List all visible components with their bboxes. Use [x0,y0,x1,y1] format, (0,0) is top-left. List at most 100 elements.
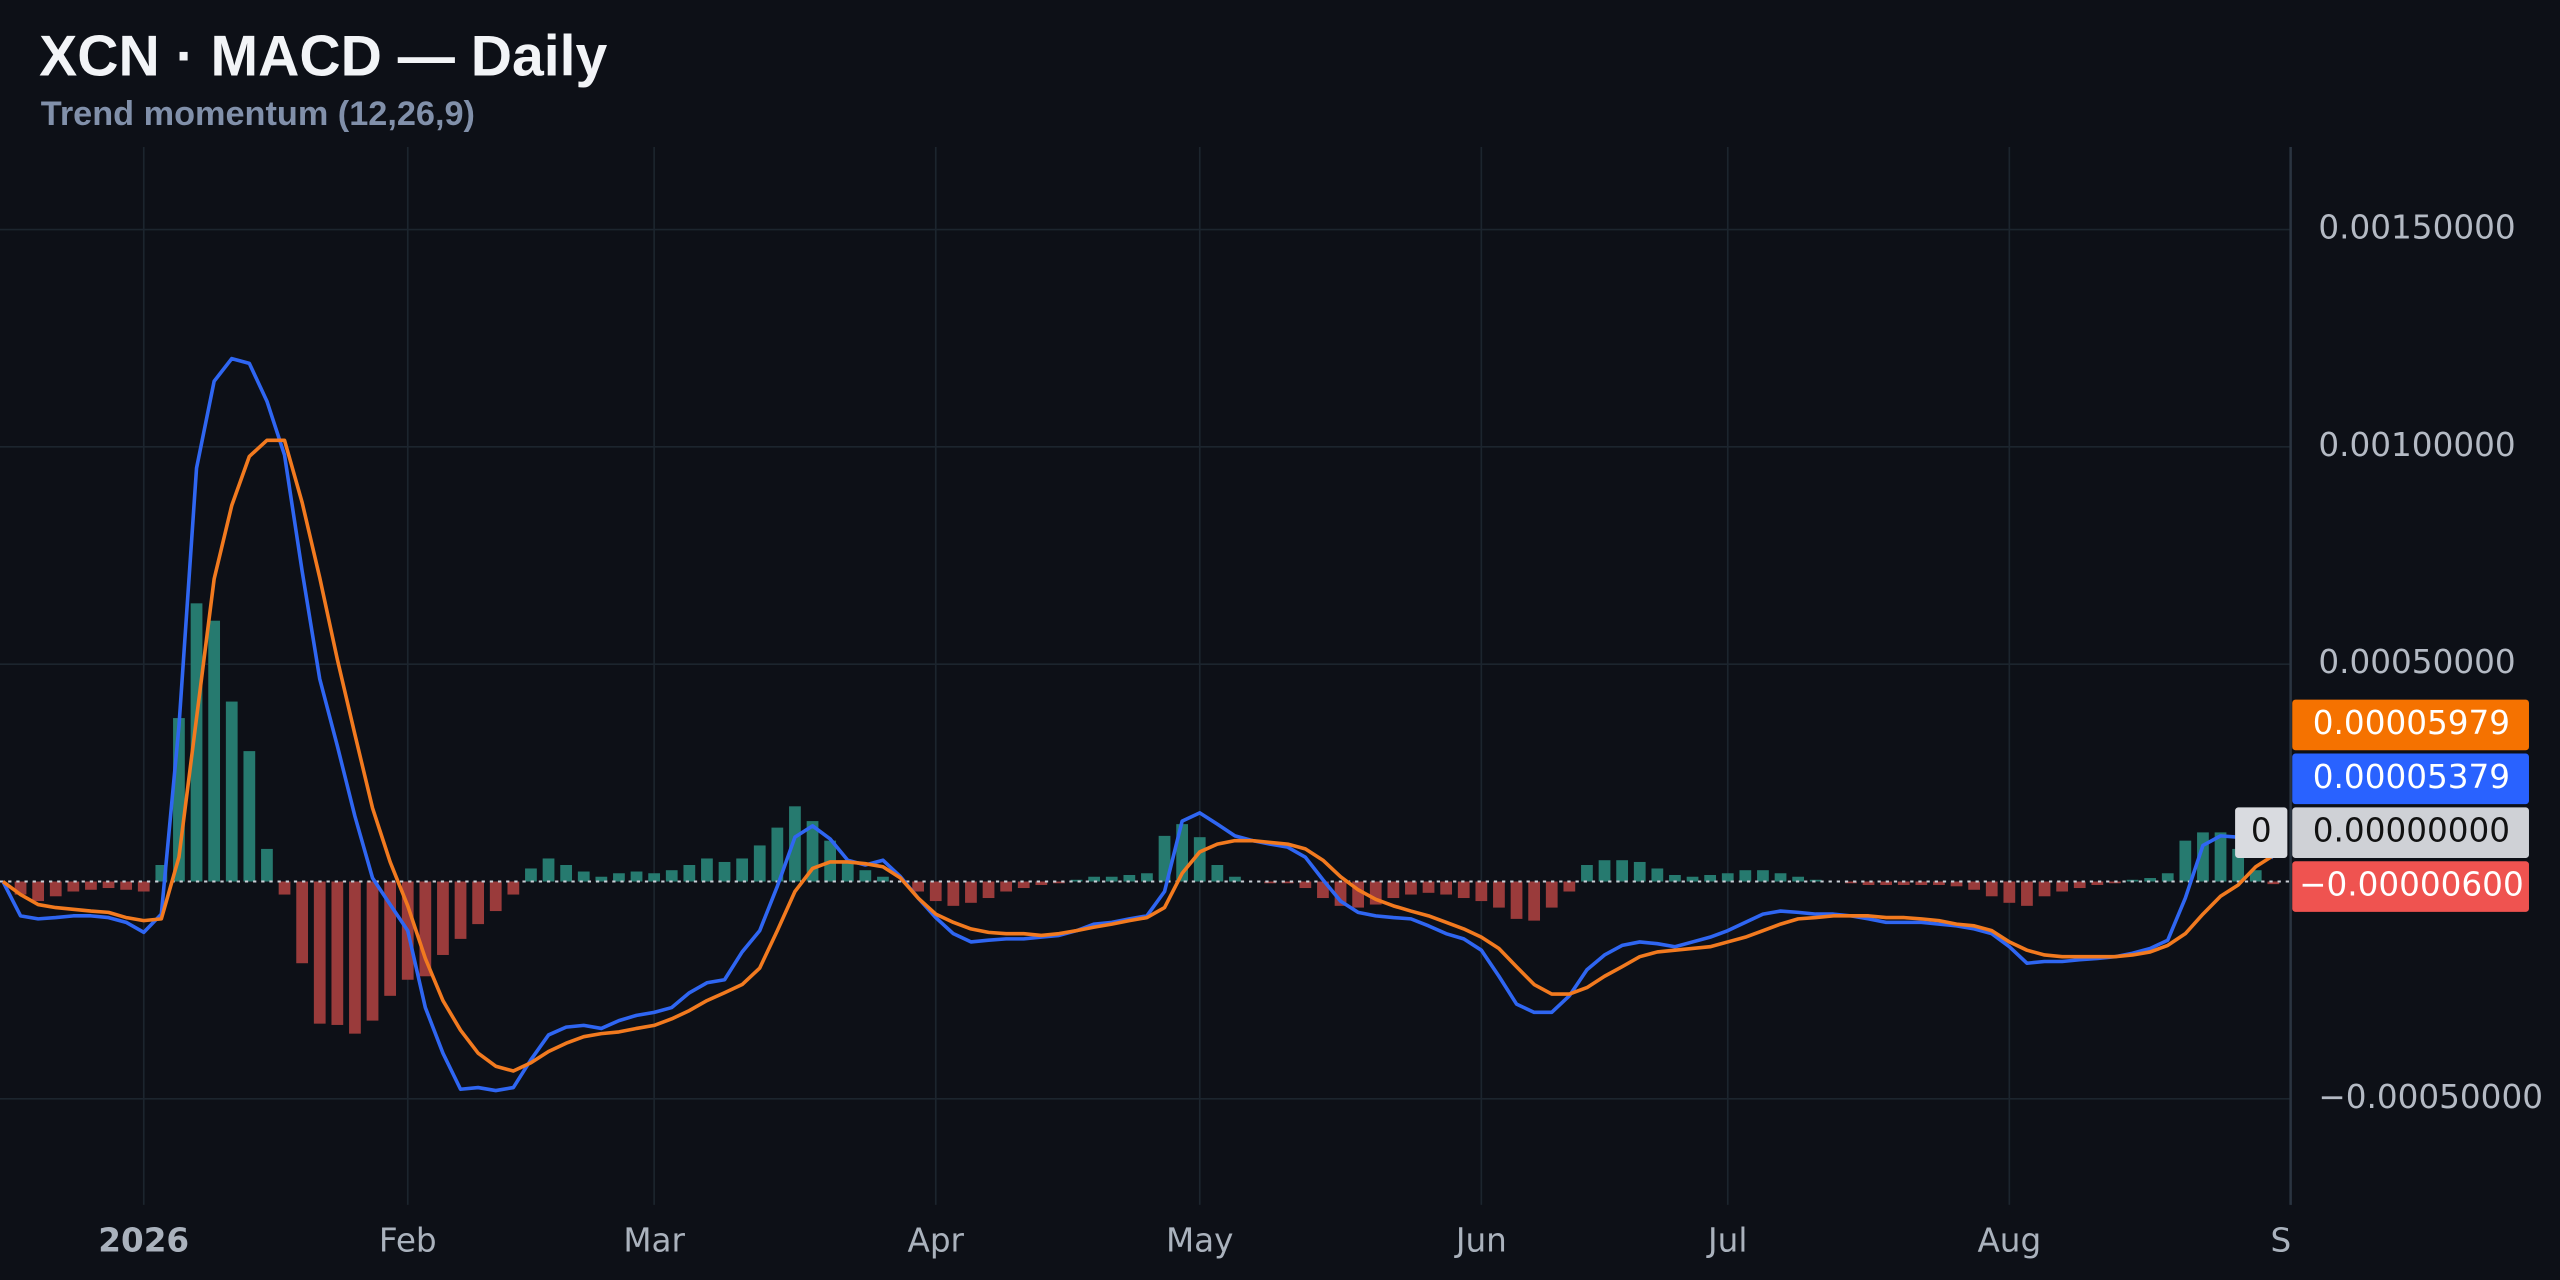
value-tag-box [2292,753,2529,805]
histogram-bar [789,806,801,882]
histogram-bar [120,881,133,890]
histogram-bar [1985,881,1998,897]
histogram-bar [718,861,731,882]
histogram-bar [1950,881,1963,887]
histogram-bar [1968,881,1981,890]
value-tag-box [2292,807,2529,858]
histogram-bar [243,751,256,882]
x-tick-label: Se [2271,1221,2312,1259]
histogram-bar [595,876,608,882]
histogram-bar [1581,864,1593,882]
histogram-bar [1721,873,1734,882]
histogram-bar [261,848,273,882]
histogram-bar [32,881,45,902]
value-tag-text: 0.00000000 [2313,812,2510,850]
histogram-bar [1475,881,1488,902]
histogram-bar [1405,881,1417,895]
histogram-bar [1211,864,1224,882]
histogram-bar [859,870,872,882]
histogram-bar [208,620,221,882]
histogram-bar [1158,835,1171,882]
histogram-bar [806,821,819,882]
histogram-bar [1264,881,1277,884]
histogram-bar [2232,848,2245,882]
histogram-bar [1598,860,1611,882]
histogram-bar [349,881,361,1034]
plot-area [0,356,2291,1093]
histogram-bar [2214,832,2227,882]
x-tick-label: Jun [1454,1221,1507,1259]
histogram-bar [771,827,784,882]
histogram-bar [1686,876,1699,882]
histogram-bar [929,881,942,902]
histogram-bar [613,873,625,882]
histogram-bar [1369,881,1382,905]
histogram-bar [2249,870,2262,882]
histogram-bar [2161,873,2174,882]
histogram-bar [2267,881,2280,885]
histogram-bar [1457,881,1470,899]
histogram-bar [577,871,590,882]
histogram-bar [1422,881,1435,893]
x-tick-label: Feb [379,1221,437,1259]
histogram-bar [67,881,80,892]
histogram-bar [137,881,150,892]
histogram-bar [366,881,379,1021]
histogram-bar [2091,881,2104,885]
histogram-bar [1123,874,1136,882]
histogram-bar [102,881,115,889]
histogram-bar [331,881,344,1025]
histogram-bar [1176,824,1189,882]
histogram-bar [982,881,995,899]
x-tick-label: Aug [1977,1221,2041,1259]
x-tick-label: Apr [908,1221,965,1259]
histogram-bar [1774,873,1787,882]
histogram-bar [454,881,467,939]
histogram-bar [1510,881,1523,919]
histogram-bar [1633,861,1646,882]
histogram-bar [1757,870,1769,882]
histogram-bar [472,881,485,925]
x-tick-label: Mar [623,1221,685,1259]
histogram-bar [296,881,309,964]
histogram-bar [965,881,977,903]
histogram-bar [437,881,449,955]
histogram-bar [2179,840,2192,882]
value-tag-box [2292,861,2529,912]
histogram-bar [525,868,537,882]
histogram-bar [1229,876,1241,882]
x-tick-label: May [1166,1221,1233,1259]
histogram-bar [1880,881,1893,885]
chart-title: XCN · MACD — Daily [39,25,607,89]
y-tick-label: 0.00100000 [2318,426,2515,464]
line [1,438,2275,1073]
histogram-bar [2073,881,2086,889]
zero-tag-box [2235,807,2288,858]
histogram-bar [1845,881,1857,884]
y-tick-label: −0.00050000 [2318,1078,2543,1116]
histogram-bar [1897,881,1910,885]
histogram-bar [1035,881,1048,885]
histogram-bar [190,603,203,882]
histogram-bar [1017,881,1030,889]
histogram-bar [1493,881,1505,908]
histogram-bar [753,845,766,882]
histogram-bar [1141,873,1153,882]
grid [0,146,2292,1205]
histogram-bar [1387,881,1400,899]
histogram-bar [1088,876,1101,882]
histogram-bar [1528,881,1541,921]
histogram-bar [2056,881,2069,892]
histogram-bar [2021,881,2033,906]
histogram-bar [2003,881,2016,903]
histogram-bar [683,864,696,882]
histogram-bar [313,881,326,1024]
histogram-bar [1809,879,1822,882]
histogram-bar [173,718,185,882]
histogram-bar [1616,860,1629,882]
histogram-bar [2144,878,2157,882]
value-tag-text: 0.00005979 [2313,704,2510,742]
